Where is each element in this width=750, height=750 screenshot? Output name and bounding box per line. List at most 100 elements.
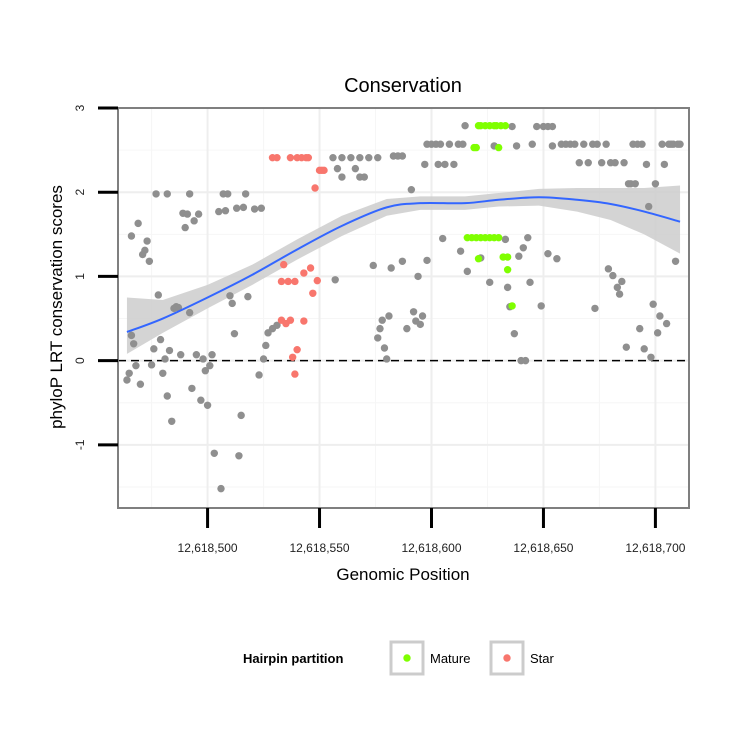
data-point-other xyxy=(548,122,557,131)
data-point-other xyxy=(199,355,207,363)
data-point-star xyxy=(313,276,321,285)
legend-dot-star xyxy=(503,654,511,662)
data-point-other xyxy=(232,204,241,212)
data-point-other xyxy=(445,140,454,148)
data-point-other xyxy=(127,331,136,340)
data-point-other xyxy=(194,210,203,218)
data-point-other xyxy=(221,207,230,215)
x-tick-label: 12,618,550 xyxy=(289,541,349,555)
data-point-other xyxy=(250,205,259,213)
data-point-other xyxy=(228,299,236,308)
data-point-other xyxy=(383,355,391,363)
data-point-other xyxy=(418,312,427,320)
data-point-other xyxy=(524,233,532,242)
data-point-other xyxy=(165,346,174,355)
data-point-other xyxy=(161,355,169,363)
data-point-star xyxy=(311,184,319,192)
data-point-other xyxy=(580,140,588,148)
data-point-other xyxy=(597,159,606,167)
data-point-other xyxy=(622,343,631,351)
data-point-other xyxy=(203,401,212,409)
x-tick-label: 12,618,650 xyxy=(513,541,573,555)
data-point-star xyxy=(286,316,295,324)
data-point-other xyxy=(255,371,263,379)
data-point-mature xyxy=(503,253,512,261)
data-point-other xyxy=(519,244,527,252)
data-point-other xyxy=(168,417,176,425)
data-point-other xyxy=(208,351,216,359)
data-point-other xyxy=(533,122,541,131)
data-point-other xyxy=(217,484,225,493)
data-point-star xyxy=(280,260,288,269)
data-point-other xyxy=(145,257,154,265)
data-point-other xyxy=(206,361,214,370)
data-point-other xyxy=(521,356,530,365)
y-axis-label: phyloP LRT conservation scores xyxy=(47,185,66,429)
data-point-other xyxy=(241,190,250,198)
data-point-other xyxy=(676,140,684,148)
chart-title: Conservation xyxy=(344,75,462,97)
data-point-other xyxy=(224,190,232,198)
data-point-other xyxy=(237,411,245,420)
data-points xyxy=(123,121,684,493)
data-point-other xyxy=(159,369,167,377)
data-point-other xyxy=(374,153,382,162)
data-point-other xyxy=(486,278,494,287)
data-point-other xyxy=(197,396,205,404)
data-point-other xyxy=(653,329,662,337)
data-point-other xyxy=(671,257,680,265)
data-point-other xyxy=(647,353,655,361)
data-point-other xyxy=(526,278,534,287)
panel-border xyxy=(117,107,690,509)
data-point-other xyxy=(456,247,465,255)
data-point-other xyxy=(347,153,355,162)
data-point-star xyxy=(291,370,299,378)
data-point-other xyxy=(398,152,407,160)
data-point-other xyxy=(640,345,648,353)
data-point-other xyxy=(338,153,346,162)
legend-label-star: Star xyxy=(530,651,555,666)
data-point-other xyxy=(611,159,619,167)
data-point-other xyxy=(273,321,281,329)
legend-item-mature: Mature xyxy=(389,640,470,676)
x-tick-label: 12,618,600 xyxy=(401,541,461,555)
data-point-other xyxy=(618,277,626,286)
data-point-other xyxy=(436,140,445,148)
data-point-other xyxy=(553,255,561,263)
data-point-star xyxy=(284,277,292,286)
data-point-other xyxy=(503,283,512,292)
data-point-star xyxy=(309,289,317,297)
data-point-star xyxy=(288,353,297,361)
data-point-other xyxy=(329,153,337,162)
data-point-other xyxy=(132,361,140,370)
data-point-other xyxy=(636,324,644,333)
data-point-other xyxy=(602,140,610,148)
data-point-other xyxy=(181,223,189,232)
data-point-other xyxy=(515,252,523,260)
data-point-other xyxy=(461,121,469,130)
data-point-star xyxy=(300,269,308,277)
data-point-other xyxy=(127,232,136,240)
data-point-other xyxy=(125,369,133,377)
data-point-other xyxy=(190,217,198,225)
data-point-other xyxy=(150,345,158,353)
data-point-other xyxy=(378,316,386,324)
data-point-other xyxy=(385,312,393,320)
x-tick-label: 12,618,500 xyxy=(178,541,238,555)
data-point-other xyxy=(129,340,138,348)
data-point-other xyxy=(154,291,163,299)
data-point-star xyxy=(300,317,308,325)
data-point-other xyxy=(201,367,210,375)
data-point-mature xyxy=(474,255,483,263)
data-point-other xyxy=(338,173,346,181)
data-point-other xyxy=(544,249,552,258)
data-point-other xyxy=(123,376,131,384)
y-tick-label: 0 xyxy=(73,357,87,364)
data-point-other xyxy=(434,160,442,169)
data-point-other xyxy=(226,292,234,300)
data-point-other xyxy=(387,264,395,272)
data-point-star xyxy=(286,153,295,162)
data-point-other xyxy=(331,276,339,284)
data-point-other xyxy=(438,234,447,243)
